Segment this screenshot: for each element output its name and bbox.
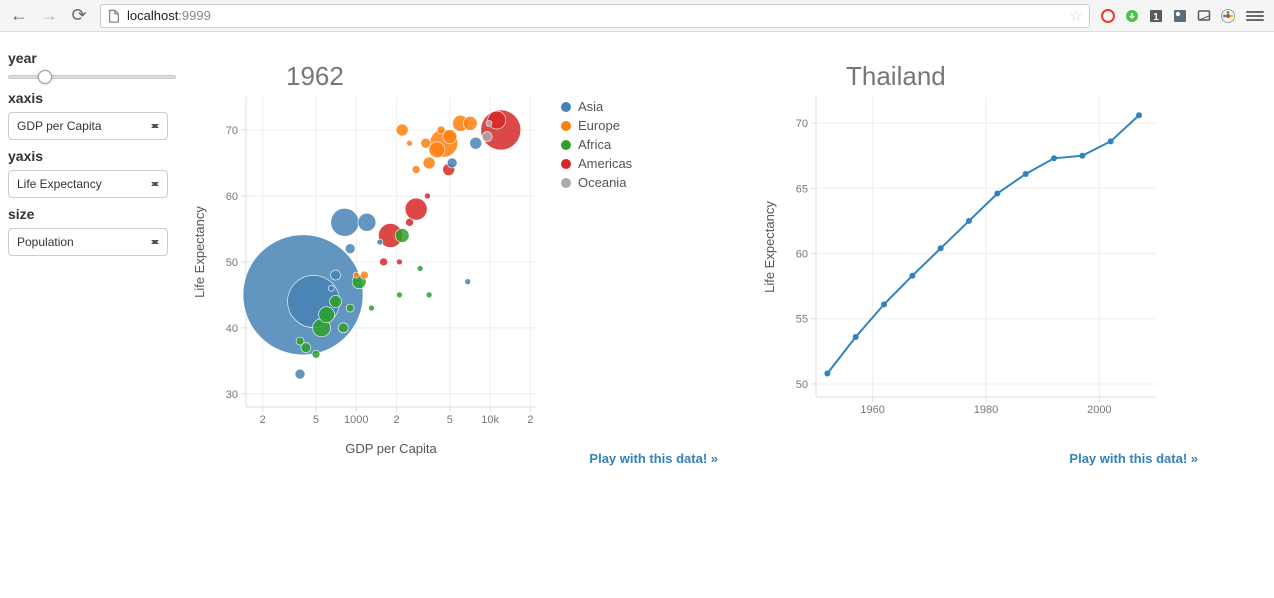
play-with-data-link-2[interactable]: Play with this data! » — [1069, 451, 1198, 466]
size-select[interactable]: Population — [8, 228, 168, 256]
file-icon — [107, 9, 121, 23]
url-host: localhost — [127, 8, 178, 23]
svg-text:2000: 2000 — [1087, 404, 1111, 416]
reload-button[interactable]: ⟳ — [66, 4, 92, 28]
hamburger-icon — [1246, 7, 1264, 25]
bubble-chart-panel: 30 40 50 60 70 2 5 1000 2 5 10k 2 1962 GDP per Capita… — [186, 42, 726, 462]
extension-icon-3[interactable]: 1 — [1146, 6, 1166, 26]
svg-text:1980: 1980 — [974, 404, 998, 416]
extension-icon-1[interactable] — [1098, 6, 1118, 26]
sidebar-controls: year xaxis GDP per Capita yaxis Life Exp… — [8, 42, 186, 462]
svg-text:55: 55 — [796, 314, 808, 326]
year-slider-thumb[interactable] — [38, 70, 52, 84]
browser-toolbar: ← → ⟳ localhost:9999 ☆ 1 — [0, 0, 1274, 32]
line-chart-panel: 50 55 60 65 70 1960 1980 2000 Thailand Life Expec… — [756, 42, 1206, 462]
svg-text:1962: 1962 — [286, 61, 344, 91]
back-button[interactable]: ← — [6, 4, 32, 28]
bubble-chart: 30 40 50 60 70 2 5 1000 2 5 10k 2 1962 GDP per Capita… — [186, 42, 726, 462]
svg-text:2: 2 — [394, 414, 400, 426]
svg-text:5: 5 — [447, 414, 453, 426]
xaxis-label: xaxis — [8, 90, 176, 106]
play-with-data-link[interactable]: Play with this data! » — [589, 451, 718, 466]
yaxis-select[interactable]: Life Expectancy — [8, 170, 168, 198]
svg-text:Life Expectancy: Life Expectancy — [192, 206, 207, 298]
size-label: size — [8, 206, 176, 222]
svg-text:65: 65 — [796, 183, 808, 195]
extension-icon-4[interactable] — [1170, 6, 1190, 26]
xaxis-value: GDP per Capita — [17, 119, 102, 133]
svg-text:2: 2 — [260, 414, 266, 426]
svg-text:5: 5 — [313, 414, 319, 426]
svg-text:1: 1 — [1153, 12, 1159, 23]
yaxis-label: yaxis — [8, 148, 176, 164]
svg-text:Thailand: Thailand — [846, 61, 946, 91]
svg-text:50: 50 — [796, 379, 808, 391]
extension-icon-6[interactable] — [1218, 6, 1238, 26]
svg-text:10k: 10k — [481, 414, 499, 426]
svg-text:Life Expectancy: Life Expectancy — [762, 201, 777, 293]
svg-text:Africa: Africa — [578, 137, 612, 152]
url-port: :9999 — [178, 8, 211, 23]
bookmark-star-icon[interactable]: ☆ — [1069, 6, 1083, 26]
svg-text:GDP per Capita: GDP per Capita — [345, 441, 437, 456]
svg-text:Oceania: Oceania — [578, 175, 627, 190]
svg-text:Asia: Asia — [578, 99, 604, 114]
chrome-menu-button[interactable] — [1242, 4, 1268, 28]
svg-text:40: 40 — [226, 323, 238, 335]
svg-text:Americas: Americas — [578, 156, 633, 171]
svg-text:1960: 1960 — [860, 404, 884, 416]
address-bar[interactable]: localhost:9999 ☆ — [100, 4, 1090, 28]
svg-text:60: 60 — [796, 249, 808, 261]
svg-text:60: 60 — [226, 191, 238, 203]
svg-text:70: 70 — [226, 125, 238, 137]
svg-text:Europe: Europe — [578, 118, 620, 133]
forward-button[interactable]: → — [36, 4, 62, 28]
size-value: Population — [17, 235, 74, 249]
year-label: year — [8, 50, 176, 66]
svg-text:50: 50 — [226, 257, 238, 269]
extension-icon-5[interactable] — [1194, 6, 1214, 26]
svg-text:30: 30 — [226, 389, 238, 401]
extension-icon-2[interactable] — [1122, 6, 1142, 26]
svg-text:1000: 1000 — [344, 414, 368, 426]
yaxis-value: Life Expectancy — [17, 177, 102, 191]
svg-text:70: 70 — [796, 118, 808, 130]
year-slider[interactable] — [8, 72, 176, 82]
svg-text:2: 2 — [527, 414, 533, 426]
line-chart: 50 55 60 65 70 1960 1980 2000 Thailand Life Expec… — [756, 42, 1206, 462]
xaxis-select[interactable]: GDP per Capita — [8, 112, 168, 140]
